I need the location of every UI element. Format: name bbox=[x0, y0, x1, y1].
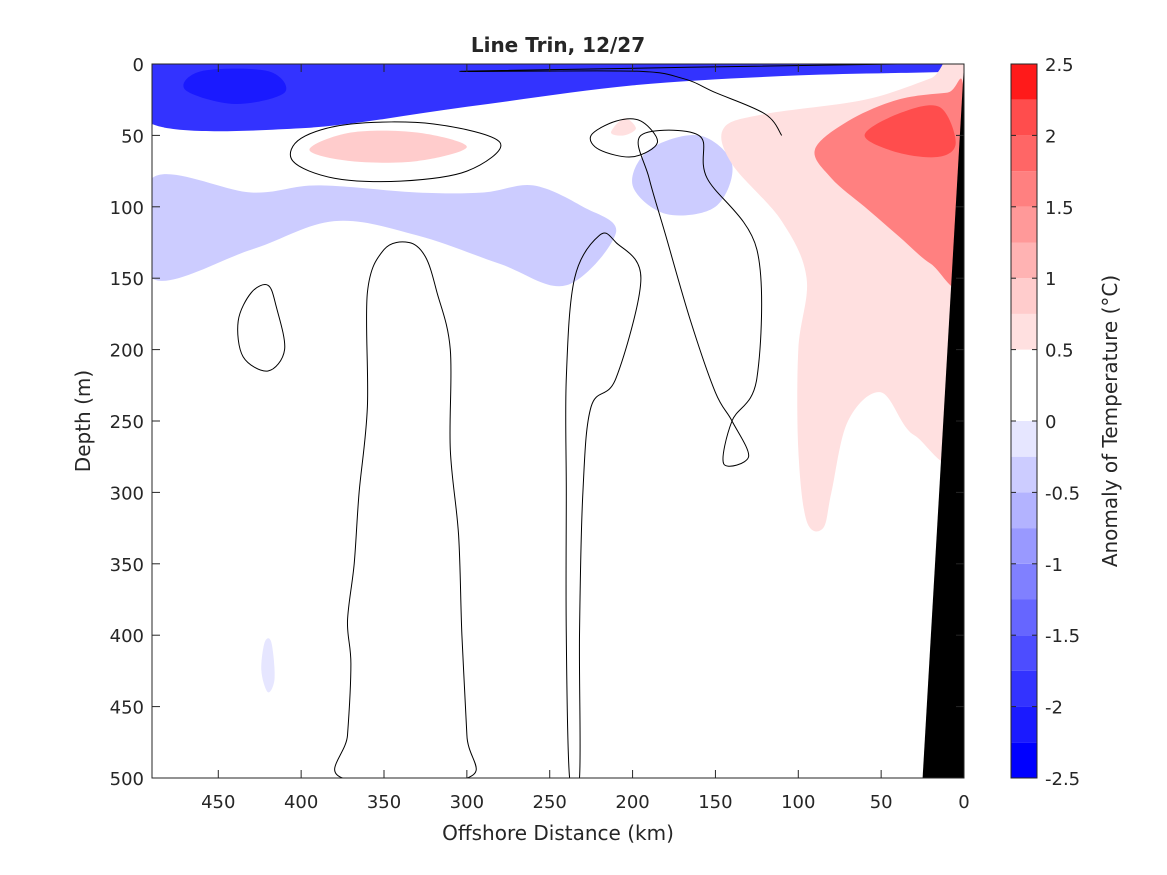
chart-title: Line Trin, 12/27 bbox=[471, 33, 645, 57]
x-axis-label: Offshore Distance (km) bbox=[442, 821, 674, 845]
colorbar-segment bbox=[1011, 670, 1037, 707]
x-tick-label: 0 bbox=[958, 792, 969, 813]
y-tick-label: 50 bbox=[121, 126, 144, 147]
colorbar-segment bbox=[1011, 99, 1037, 136]
y-tick-label: 350 bbox=[110, 555, 144, 576]
anomaly-region-0 bbox=[152, 64, 964, 132]
x-axis-ticks: 450 400 350 300 250 200 150 100 50 0 bbox=[201, 64, 970, 813]
colorbar-segment bbox=[1011, 206, 1037, 243]
y-axis-label: Depth (m) bbox=[71, 370, 95, 472]
colorbar-tick-label: 0 bbox=[1045, 412, 1056, 433]
x-tick-label: 200 bbox=[615, 792, 649, 813]
y-tick-label: 150 bbox=[110, 269, 144, 290]
anomaly-region-5 bbox=[309, 130, 467, 163]
x-tick-label: 250 bbox=[533, 792, 567, 813]
colorbar-tick-label: -1 bbox=[1045, 555, 1063, 576]
colorbar-segment bbox=[1011, 563, 1037, 600]
colorbar-segment bbox=[1011, 385, 1037, 421]
colorbar-segment bbox=[1011, 242, 1037, 279]
anomaly-region-3 bbox=[632, 134, 733, 216]
x-tick-label: 300 bbox=[450, 792, 484, 813]
y-tick-label: 250 bbox=[110, 412, 144, 433]
colorbar-segment bbox=[1011, 349, 1037, 386]
zero-contour-0 bbox=[237, 284, 286, 372]
x-tick-label: 150 bbox=[698, 792, 732, 813]
colorbar-segment bbox=[1011, 135, 1037, 172]
colorbar-segment bbox=[1011, 492, 1037, 529]
x-tick-label: 400 bbox=[284, 792, 318, 813]
y-tick-label: 400 bbox=[110, 626, 144, 647]
colorbar-tick-label: 1 bbox=[1045, 269, 1056, 290]
colorbar-segment bbox=[1011, 421, 1037, 457]
colorbar-segment bbox=[1011, 742, 1037, 778]
anomaly-region-9 bbox=[864, 105, 956, 158]
colorbar-segment bbox=[1011, 278, 1037, 314]
zero-contour-5 bbox=[589, 118, 658, 158]
zero-contour-4 bbox=[289, 121, 502, 183]
x-tick-label: 50 bbox=[870, 792, 893, 813]
colorbar-tick-label: -2 bbox=[1045, 698, 1063, 719]
y-tick-label: 200 bbox=[110, 341, 144, 362]
colorbar-ticks: -2.5 -2 -1.5 -1 -0.5 0 0.5 1 1.5 2 2.5 bbox=[1011, 55, 1080, 790]
anomaly-region-4 bbox=[261, 638, 275, 693]
colorbar-label: Anomaly of Temperature (°C) bbox=[1098, 275, 1122, 567]
colorbar-segment bbox=[1011, 64, 1037, 100]
zero-contour-1 bbox=[334, 241, 477, 778]
colorbar-segment bbox=[1011, 706, 1037, 743]
colorbar-tick-label: 2 bbox=[1045, 126, 1056, 147]
colorbar-segment bbox=[1011, 635, 1037, 671]
colorbar-tick-label: 0.5 bbox=[1045, 341, 1074, 362]
x-tick-label: 100 bbox=[781, 792, 815, 813]
anomaly-region-6 bbox=[611, 118, 636, 136]
colorbar bbox=[1010, 63, 1038, 779]
anomaly-region-1 bbox=[183, 68, 287, 105]
y-tick-label: 100 bbox=[110, 198, 144, 219]
colorbar-tick-label: -1.5 bbox=[1045, 626, 1080, 647]
colorbar-segment bbox=[1011, 313, 1037, 350]
colorbar-tick-label: -0.5 bbox=[1045, 483, 1080, 504]
seafloor-mask bbox=[922, 64, 964, 778]
zero-contour-2 bbox=[565, 232, 642, 778]
colorbar-segment bbox=[1011, 528, 1037, 564]
zero-contours bbox=[237, 64, 942, 778]
colorbar-tick-label: 2.5 bbox=[1045, 55, 1074, 76]
anomaly-fields bbox=[152, 64, 964, 693]
y-tick-label: 0 bbox=[133, 55, 144, 76]
x-tick-label: 450 bbox=[201, 792, 235, 813]
colorbar-segment bbox=[1011, 456, 1037, 493]
colorbar-tick-label: 1.5 bbox=[1045, 198, 1074, 219]
y-tick-label: 500 bbox=[110, 769, 144, 790]
colorbar-tick-label: -2.5 bbox=[1045, 769, 1080, 790]
bathymetry bbox=[922, 64, 964, 778]
zero-contour-3 bbox=[637, 129, 763, 467]
colorbar-segment bbox=[1011, 599, 1037, 636]
y-tick-label: 300 bbox=[110, 483, 144, 504]
x-tick-label: 350 bbox=[367, 792, 401, 813]
anomaly-region-2 bbox=[152, 174, 617, 287]
y-tick-label: 450 bbox=[110, 698, 144, 719]
y-axis-ticks: 0 50 100 150 200 250 300 350 400 450 500 bbox=[110, 55, 964, 790]
colorbar-segment bbox=[1011, 171, 1037, 207]
